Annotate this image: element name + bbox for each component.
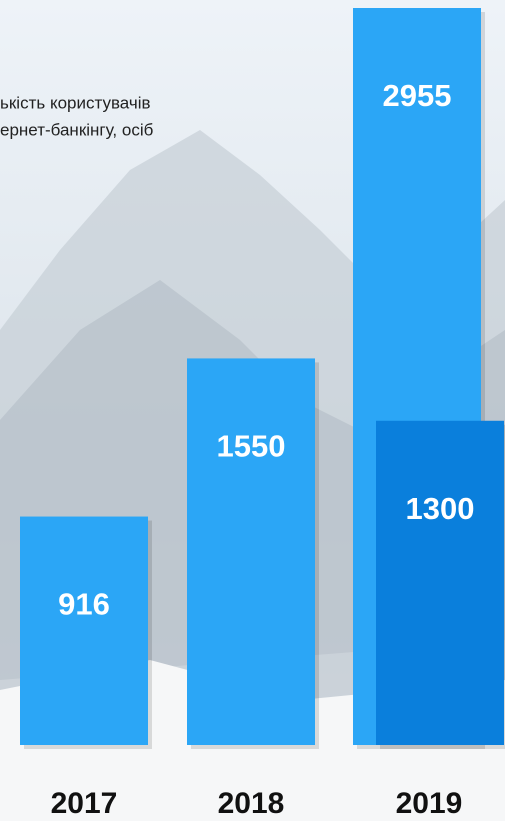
bar	[20, 517, 148, 745]
value-label: 2955	[383, 78, 452, 113]
value-label: 916	[58, 587, 110, 622]
value-label: 1300	[406, 491, 475, 526]
chart-title: ернет-банкінгу, осіб	[0, 120, 154, 139]
chart-title: ькість користувачів	[0, 93, 151, 112]
chart: ькість користувачів ернет-банкінгу, осіб…	[0, 0, 505, 821]
x-tick-label: 2017	[51, 787, 118, 820]
bar	[376, 421, 504, 745]
bar	[187, 358, 315, 745]
value-label: 1550	[217, 429, 286, 464]
x-tick-label: 2018	[218, 787, 285, 820]
x-tick-label: 2019	[396, 787, 463, 820]
